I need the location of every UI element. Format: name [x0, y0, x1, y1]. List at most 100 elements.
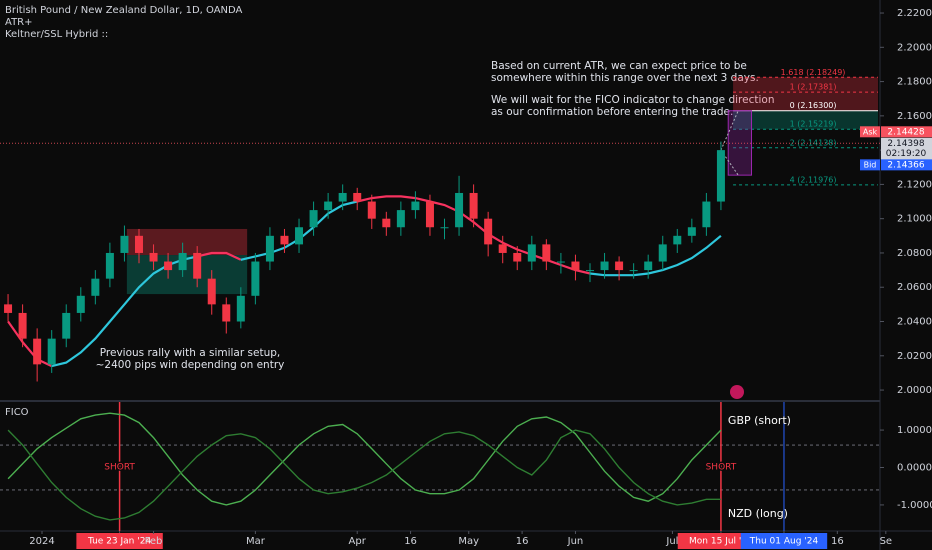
candle-body — [353, 192, 362, 202]
y-tick-label: 2.06000 — [897, 282, 932, 293]
x-tick-label: Jun — [567, 536, 584, 547]
note-text: Previous rally with a similar setup, — [100, 347, 280, 359]
candle-body — [105, 252, 114, 279]
x-tick-label: 16 — [831, 536, 844, 547]
fib-label: 2 (2.14138) — [790, 138, 837, 147]
candle-body — [513, 252, 522, 262]
x-tick-label: Tue 23 Jan '24 — [87, 537, 151, 547]
y-tick-label: 2.18000 — [897, 77, 932, 88]
fib-label: 1 (2.17381) — [790, 83, 837, 92]
candle-body — [600, 261, 609, 271]
marker-label: SHORT — [104, 463, 135, 473]
y-tick-label: 2.12000 — [897, 179, 932, 190]
price-label-bg — [881, 137, 932, 160]
candle-body — [527, 244, 536, 262]
price-label: 2.14366 — [887, 160, 924, 170]
candle-body — [120, 235, 129, 253]
chart-title: British Pound / New Zealand Dollar, 1D, … — [5, 5, 243, 16]
candle-body — [164, 261, 173, 271]
candle-body — [91, 278, 100, 296]
flag-icon — [730, 385, 744, 399]
candle-body — [338, 192, 347, 202]
x-tick-label: Mon 15 Jul '24 — [689, 537, 753, 547]
price-label: 2.14428 — [887, 127, 924, 137]
candle-body — [76, 295, 85, 313]
candle-body — [382, 218, 391, 228]
candle-body — [178, 252, 187, 271]
candle-body — [455, 192, 464, 228]
candle-body — [207, 278, 216, 305]
x-tick-highlight — [740, 533, 828, 549]
x-tick-label: 16 — [516, 536, 529, 547]
candle-body — [4, 304, 13, 313]
candle-body — [134, 235, 143, 253]
y-tick-label: 2.20000 — [897, 42, 932, 53]
candle-body — [615, 261, 624, 271]
price-label-bg — [881, 159, 932, 171]
candle-body — [440, 227, 449, 229]
x-tick-label: May — [458, 536, 479, 547]
candle-body — [425, 201, 434, 228]
x-tick-label: Thu 01 Aug '24 — [749, 537, 819, 547]
price-label-bg — [881, 126, 932, 138]
indicator-name: Keltner/SSL Hybrid :: — [5, 29, 108, 40]
y-tick-label: 2.10000 — [897, 214, 932, 225]
candle-body — [149, 252, 158, 262]
candle-body — [542, 244, 551, 262]
projection-guide — [720, 110, 739, 151]
candle-body — [47, 338, 56, 365]
fib-zone — [733, 92, 878, 111]
candle-body — [295, 227, 304, 245]
candle-body — [251, 261, 260, 296]
candle-body — [18, 312, 27, 339]
candle-body — [62, 312, 71, 339]
candle-body — [658, 244, 667, 262]
candle-body — [222, 304, 231, 322]
x-tick-label: Jul — [665, 536, 678, 547]
candle-body — [629, 270, 638, 272]
note-text: ~2400 pips win depending on entry — [96, 359, 285, 371]
fib-label: 0 (2.16300) — [790, 101, 837, 110]
price-tag: Bid — [864, 160, 877, 169]
y-tick-label: 2.16000 — [897, 111, 932, 122]
y-tick-label: 2.08000 — [897, 248, 932, 259]
x-tick-label: Feb — [145, 536, 163, 547]
x-tick-highlight — [76, 533, 163, 549]
marker-label: SHORT — [706, 463, 737, 473]
candle-body — [469, 192, 478, 219]
candle-body — [716, 150, 725, 202]
candle-body — [411, 201, 420, 211]
oscillator-line — [7, 412, 722, 506]
y-tick-label: 2.04000 — [897, 317, 932, 328]
legend-label: GBP (short) — [728, 414, 791, 427]
note-text: as our confirmation before entering the … — [491, 106, 733, 118]
candle-body — [585, 270, 594, 272]
indicator-name: ATR+ — [5, 17, 33, 28]
projection-box — [727, 110, 752, 176]
candle-body — [265, 235, 274, 262]
zone-box — [126, 228, 248, 256]
x-tick-label: Se — [880, 536, 893, 547]
candle-body — [498, 244, 507, 253]
candle-body — [644, 261, 653, 271]
candle-body — [324, 201, 333, 211]
candle-body — [687, 227, 696, 236]
candle-body — [673, 235, 682, 245]
candle-body — [484, 218, 493, 245]
price-tag-bg — [860, 126, 880, 138]
zone-box — [126, 255, 248, 295]
x-tick-label: 16 — [404, 536, 417, 547]
candle-body — [702, 201, 711, 228]
candle-body — [309, 210, 318, 228]
candle-body — [280, 235, 289, 245]
candle-body — [367, 201, 376, 219]
y-tick-label: 2.22000 — [897, 8, 932, 19]
price-tag-bg — [860, 159, 880, 171]
candle-body — [556, 261, 565, 263]
price-tag: Ask — [863, 127, 878, 136]
